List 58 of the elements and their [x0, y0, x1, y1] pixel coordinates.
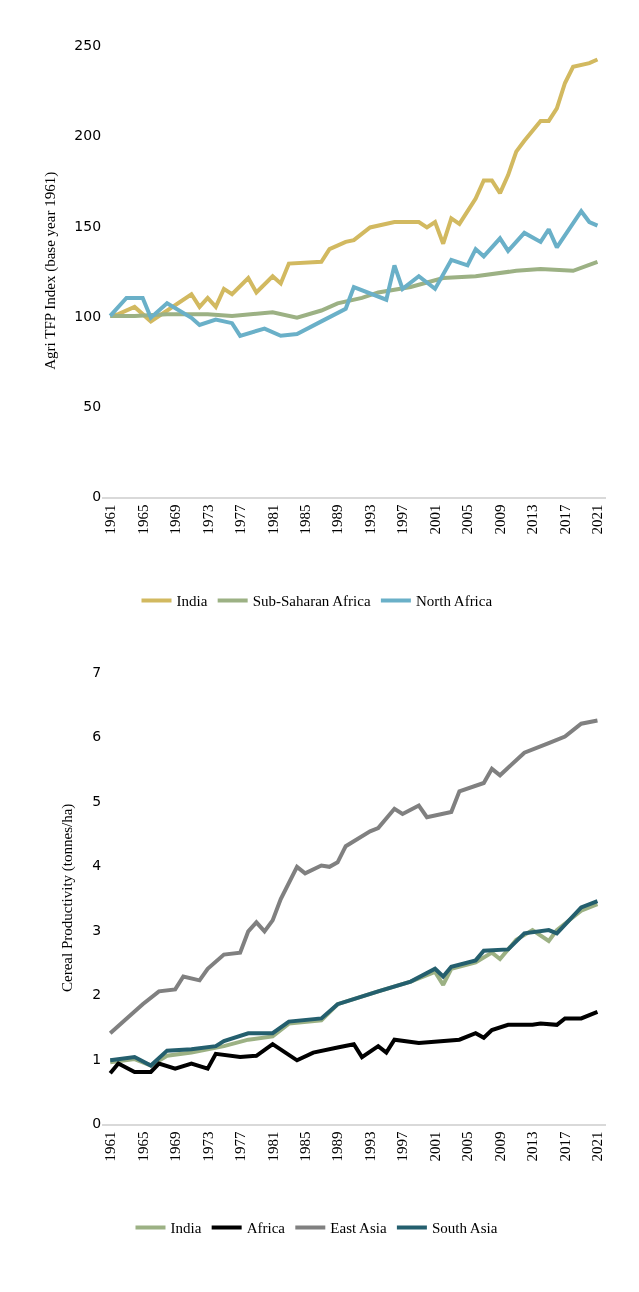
- y-tick-label: 1: [92, 1050, 102, 1067]
- y-axis-title: Cereal Productivity (tonnes/ha): [59, 803, 77, 992]
- x-tick-label: 2017: [556, 1131, 573, 1162]
- x-tick-label: 1989: [329, 504, 346, 535]
- x-tick-label: 2021: [589, 1131, 606, 1162]
- x-tick-label: 1985: [297, 504, 313, 535]
- y-tick-label: 7: [92, 663, 102, 680]
- x-tick-label: 1977: [232, 1131, 249, 1162]
- x-tick-label: 2009: [491, 1131, 508, 1162]
- x-tick-label: 1997: [394, 504, 411, 535]
- x-tick-label: 1961: [102, 504, 119, 535]
- y-tick-label: 200: [74, 127, 102, 144]
- y-tick-label: 5: [92, 792, 102, 809]
- x-tick-label: 2017: [556, 504, 573, 535]
- x-tick-label: 1993: [361, 1131, 378, 1162]
- y-tick-label: 3: [92, 921, 102, 938]
- x-tick-label: 2013: [524, 504, 541, 535]
- y-axis-title: Agri TFP Index (base year 1961): [41, 171, 59, 370]
- y-tick-label: 100: [74, 307, 102, 324]
- legend-label: Sub-Saharan Africa: [252, 593, 371, 610]
- line-series: [108, 718, 600, 1036]
- x-tick-label: 1997: [394, 1131, 411, 1162]
- x-tick-label: 1981: [264, 1131, 281, 1162]
- y-tick-label: 0: [92, 1115, 102, 1132]
- x-tick-label: 2001: [426, 1131, 443, 1162]
- x-tick-label: 1965: [134, 1131, 151, 1162]
- y-tick-label: 6: [92, 728, 102, 745]
- x-tick-label: 2001: [426, 504, 443, 535]
- x-tick-label: 1989: [329, 1131, 346, 1162]
- y-tick-label: 250: [74, 36, 102, 53]
- x-tick-label: 1965: [134, 504, 151, 535]
- y-tick-label: 0: [92, 488, 102, 505]
- legend-label: India: [176, 593, 208, 610]
- x-tick-label: 2005: [459, 504, 476, 535]
- x-tick-label: 1961: [102, 1131, 119, 1162]
- legend-label: North Africa: [415, 593, 493, 610]
- y-tick-label: 4: [92, 857, 102, 874]
- y-tick-label: 150: [74, 217, 102, 234]
- x-tick-label: 2005: [459, 1131, 476, 1162]
- legend-label: East Asia: [330, 1220, 387, 1237]
- x-tick-label: 2009: [491, 504, 508, 535]
- x-tick-label: 1969: [167, 1131, 184, 1162]
- legend-label: South Asia: [431, 1220, 498, 1237]
- legend-label: Africa: [246, 1220, 286, 1237]
- x-tick-label: 1993: [361, 504, 378, 535]
- legend-label: India: [170, 1220, 202, 1237]
- x-tick-label: 1985: [296, 1131, 313, 1162]
- x-tick-label: 1973: [199, 504, 216, 535]
- line-series: [108, 209, 600, 338]
- y-tick-label: 2: [92, 986, 102, 1003]
- x-tick-label: 1973: [199, 1131, 216, 1162]
- x-tick-label: 1981: [264, 504, 281, 535]
- x-tick-label: 2013: [524, 1131, 541, 1162]
- x-tick-label: 1969: [167, 504, 184, 535]
- line-series: [108, 1009, 600, 1076]
- x-tick-label: 1977: [232, 504, 249, 535]
- y-tick-label: 50: [83, 398, 102, 415]
- x-tick-label: 2021: [589, 504, 606, 535]
